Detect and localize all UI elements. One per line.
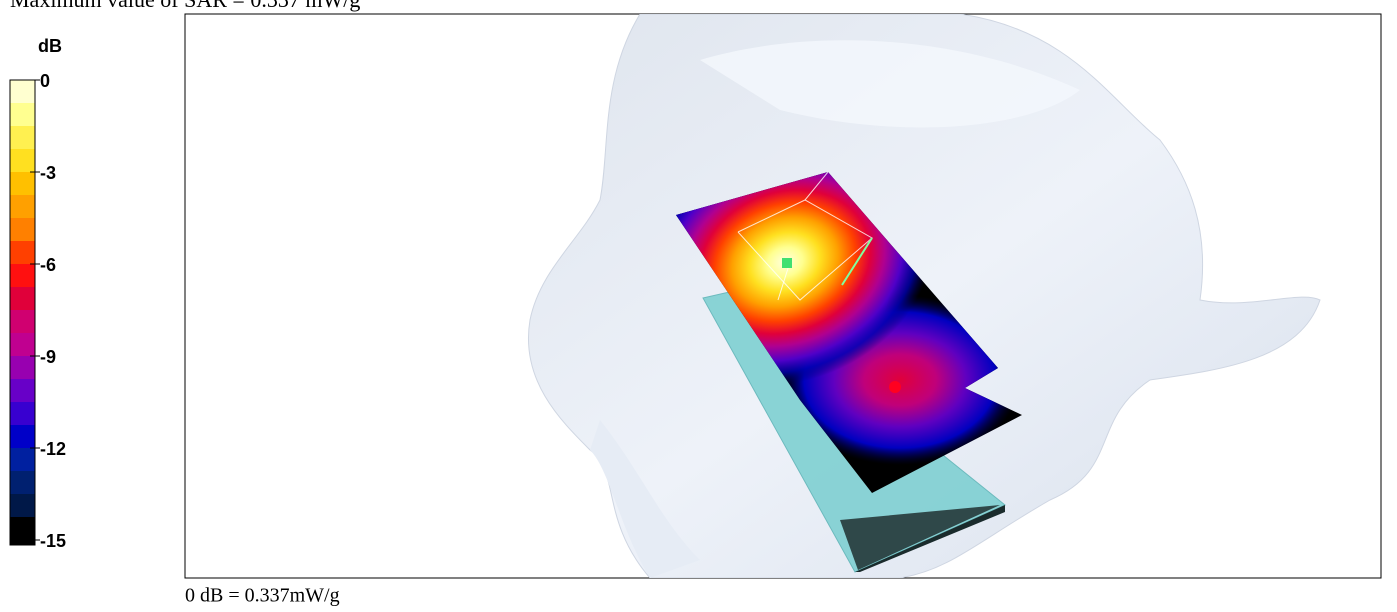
colorbar-tick-label: -3 bbox=[40, 163, 56, 183]
colorbar-tick-label: -6 bbox=[40, 255, 56, 275]
header-title: Maximum value of SAR = 0.337 mW/g bbox=[10, 0, 360, 12]
colorbar-tick-label: -12 bbox=[40, 439, 66, 459]
footer-reference: 0 dB = 0.337mW/g bbox=[185, 585, 340, 607]
colorbar-tick-label: -15 bbox=[40, 531, 66, 551]
colorbar-tick-label: 0 bbox=[40, 71, 50, 91]
render-scene bbox=[528, 14, 1321, 578]
colorbar-tick-label: -9 bbox=[40, 347, 56, 367]
colorbar bbox=[9, 79, 36, 546]
colorbar-unit: dB bbox=[38, 36, 62, 56]
